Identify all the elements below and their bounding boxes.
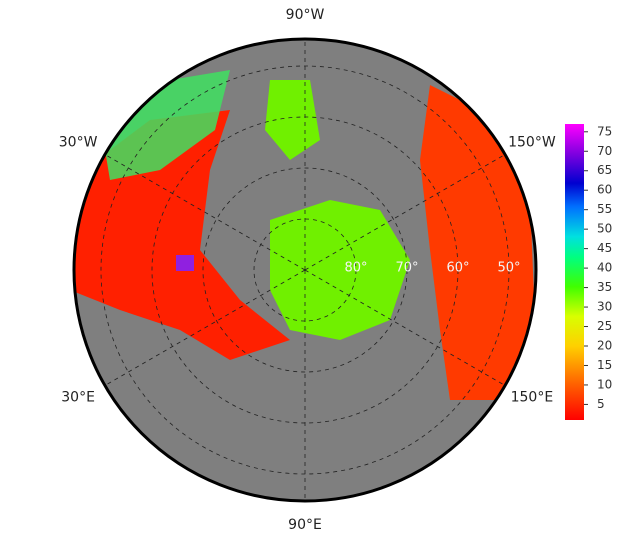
colorbar-label: 50 bbox=[597, 222, 612, 236]
colorbar-label: 25 bbox=[597, 319, 612, 333]
meridian bbox=[304, 269, 506, 386]
latitude-label: 50° bbox=[497, 261, 520, 276]
data-region bbox=[265, 80, 320, 160]
colorbar-label: 5 bbox=[597, 397, 605, 411]
parallel bbox=[100, 65, 510, 475]
meridian bbox=[304, 154, 506, 271]
colorbar-label: 45 bbox=[597, 241, 612, 255]
meridian bbox=[104, 269, 306, 386]
colorbar-label: 60 bbox=[597, 183, 612, 197]
colorbar-label: 40 bbox=[597, 261, 612, 275]
longitude-label: 90°E bbox=[288, 517, 322, 533]
longitude-label: 30°W bbox=[59, 135, 98, 151]
colorbar-label: 55 bbox=[597, 202, 612, 216]
meridian bbox=[104, 154, 306, 271]
latitude-label: 70° bbox=[395, 261, 418, 276]
colorbar-label: 70 bbox=[597, 144, 612, 158]
map-border bbox=[72, 37, 538, 503]
latitude-label: 60° bbox=[446, 261, 469, 276]
data-region bbox=[176, 255, 194, 271]
colorbar-label: 15 bbox=[597, 358, 612, 372]
data-region bbox=[100, 70, 230, 180]
data-region bbox=[420, 85, 535, 400]
longitude-label: 30°E bbox=[61, 390, 95, 406]
longitude-label: 90°W bbox=[286, 7, 325, 23]
colorbar-label: 20 bbox=[597, 339, 612, 353]
longitude-label: 150°E bbox=[511, 390, 554, 406]
colorbar-label: 35 bbox=[597, 280, 612, 294]
colorbar bbox=[565, 124, 584, 420]
parallel bbox=[253, 218, 357, 322]
colorbar-label: 75 bbox=[597, 124, 612, 138]
longitude-label: 150°W bbox=[508, 135, 556, 151]
colorbar-label: 65 bbox=[597, 163, 612, 177]
colorbar-label: 30 bbox=[597, 300, 612, 314]
parallel bbox=[151, 116, 459, 424]
latitude-label: 80° bbox=[344, 261, 367, 276]
colorbar-label: 10 bbox=[597, 377, 612, 391]
parallel bbox=[202, 167, 408, 373]
